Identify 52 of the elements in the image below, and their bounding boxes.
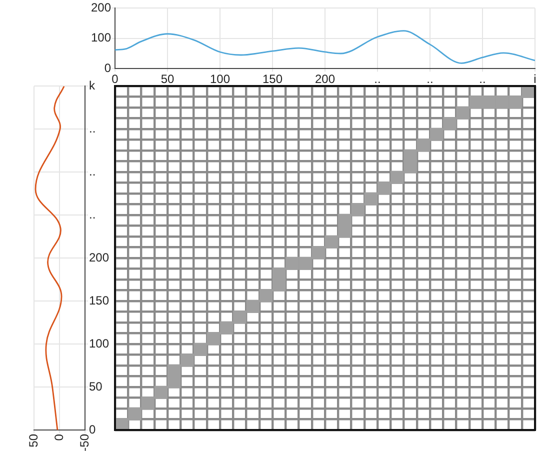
- point: [378, 182, 391, 195]
- x-tick-label: 50: [160, 72, 174, 86]
- point: [312, 246, 325, 260]
- x-tick-label: i: [534, 72, 536, 86]
- y-tick-label: 150: [88, 293, 110, 308]
- point: [194, 342, 207, 356]
- point: [220, 321, 234, 334]
- point: [482, 96, 496, 109]
- point: [246, 300, 260, 313]
- point: [206, 332, 220, 346]
- x-tick-label: 0: [52, 434, 66, 441]
- y-tick-label: 50: [88, 379, 103, 394]
- point: [325, 235, 338, 248]
- y-tick-label: ..: [88, 121, 96, 136]
- point: [141, 396, 154, 410]
- point: [128, 407, 142, 420]
- y-tick-label: 100: [90, 30, 112, 45]
- y-tick-label: 0: [104, 60, 112, 75]
- x-tick-label: 200: [314, 72, 336, 86]
- line-series: [115, 30, 535, 64]
- point: [469, 96, 482, 109]
- x-tick-label: 50: [26, 434, 40, 448]
- x-tick-label: ..: [426, 72, 434, 86]
- point: [286, 256, 299, 270]
- point: [390, 170, 404, 184]
- point: [233, 310, 246, 324]
- point: [298, 256, 312, 270]
- point: [338, 214, 352, 227]
- x-tick-label: ..: [374, 72, 381, 86]
- point: [430, 128, 444, 141]
- x-tick-label: ..: [479, 72, 486, 86]
- y-tick-label: 200: [90, 0, 112, 15]
- y-tick-label: 100: [88, 336, 110, 350]
- y-tick-label: 200: [88, 250, 110, 264]
- y-tick-label: k: [88, 78, 96, 93]
- point: [351, 203, 364, 216]
- point: [154, 386, 168, 399]
- point: [456, 106, 470, 120]
- y-tick-label: ..: [88, 207, 96, 222]
- x-tick-label: -50: [77, 434, 92, 451]
- point: [416, 138, 430, 152]
- y-tick-label: 0: [88, 422, 96, 436]
- point: [180, 354, 194, 367]
- point: [404, 149, 417, 162]
- point: [508, 96, 522, 109]
- y-tick-label: ..: [88, 164, 96, 178]
- point: [443, 117, 456, 130]
- x-tick-label: 100: [210, 72, 230, 86]
- x-tick-label: 150: [262, 72, 283, 86]
- point: [496, 96, 509, 109]
- point: [259, 289, 272, 302]
- point: [364, 192, 378, 206]
